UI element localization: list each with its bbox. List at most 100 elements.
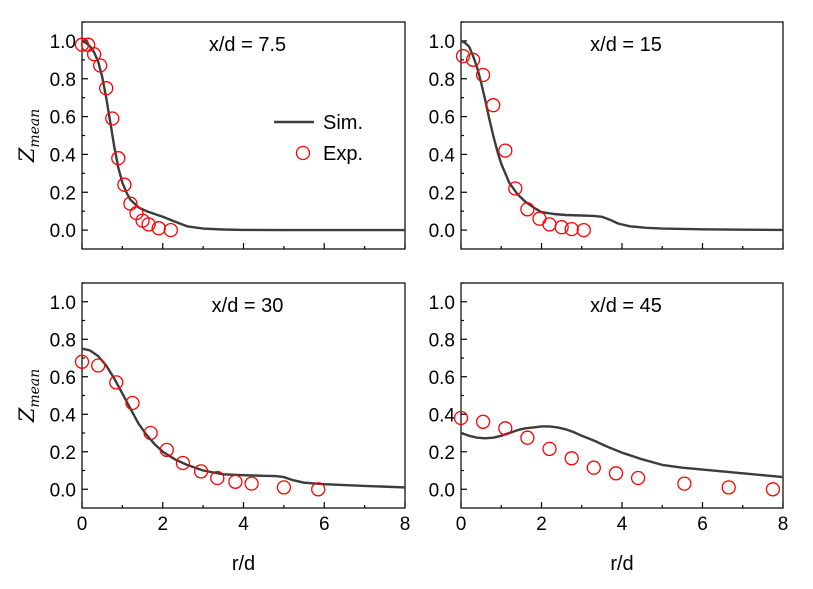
y-tick-label: 1.0 <box>50 293 76 314</box>
plot-frame <box>460 21 784 250</box>
exp-data-point <box>564 451 579 466</box>
x-tick-label: 2 <box>157 514 168 535</box>
exp-data-point <box>276 480 292 495</box>
y-tick-label: 0.2 <box>50 443 76 464</box>
y-axis-title: Zmean <box>15 109 43 164</box>
exp-data-point <box>91 358 106 373</box>
exp-data-point <box>608 466 624 481</box>
y-tick-label: 0.8 <box>429 330 455 351</box>
y-tick-label: 0.4 <box>50 405 77 426</box>
x-tick-label: 4 <box>238 514 249 535</box>
x-tick-label: 2 <box>536 514 547 535</box>
panel-title: x/d = 30 <box>212 295 284 317</box>
exp-data-point <box>159 442 174 458</box>
y-axis-symbol: Z <box>15 407 39 423</box>
exp-data-point <box>141 217 156 232</box>
y-tick-label: 1.0 <box>429 293 455 314</box>
y-axis-subscript: mean <box>27 369 43 408</box>
legend-label-sim: Sim. <box>323 112 363 134</box>
sim-series-line <box>81 39 405 232</box>
exp-data-point <box>228 474 243 489</box>
y-tick-label: 0.0 <box>50 221 76 242</box>
exp-data-point <box>586 460 601 475</box>
exp-data-point <box>520 202 535 217</box>
y-tick-label: 1.0 <box>429 32 455 53</box>
y-tick-label: 0.2 <box>429 443 455 464</box>
exp-data-point <box>498 421 513 436</box>
panel-3: 0.0 0.2 0.4 0.6 0.8 1.0 0 2 4 6 8 r/d Zmean x/d = 30 <box>15 282 411 575</box>
x-tick-label: 0 <box>456 514 467 535</box>
exp-data-point <box>486 98 501 113</box>
exp-data-point <box>453 410 469 426</box>
panel-1: 0.0 0.2 0.4 0.6 0.8 1.0 Zmean x/d = 7.5 Sim. Exp. <box>15 21 406 250</box>
sim-series-line <box>460 425 784 479</box>
exp-data-point <box>93 58 108 73</box>
exp-data-point <box>475 414 491 429</box>
exp-data-point <box>143 425 158 441</box>
y-tick-label: 1.0 <box>50 32 76 53</box>
y-tick-label: 0.6 <box>50 108 76 129</box>
sim-series-line <box>460 39 784 232</box>
exp-data-point <box>111 151 126 166</box>
exp-data-point <box>175 455 191 471</box>
exp-data-point <box>498 143 513 158</box>
exp-data-point <box>86 47 102 62</box>
x-tick-label: 6 <box>697 514 708 535</box>
exp-data-point <box>244 476 259 491</box>
exp-data-point <box>455 48 471 64</box>
exp-data-point <box>125 395 140 411</box>
y-tick-label: 0.4 <box>429 145 456 166</box>
y-tick-label: 0.6 <box>429 368 455 389</box>
exp-data-point <box>564 221 579 237</box>
exp-data-point <box>210 470 225 486</box>
y-tick-label: 0.2 <box>429 183 455 204</box>
exp-data-point <box>542 217 557 232</box>
legend-label-exp: Exp. <box>323 143 363 165</box>
exp-data-point <box>74 354 90 369</box>
y-tick-label: 0.4 <box>429 405 456 426</box>
exp-data-point <box>554 220 569 235</box>
y-tick-label: 0.8 <box>50 330 76 351</box>
panel-2: 0.0 0.2 0.4 0.6 0.8 1.0 x/d = 15 <box>429 21 784 250</box>
y-tick-label: 0.0 <box>429 221 455 242</box>
exp-data-point <box>765 482 781 497</box>
panel-title: x/d = 45 <box>590 295 662 317</box>
y-tick-label: 0.4 <box>50 145 77 166</box>
y-tick-label: 0.2 <box>50 183 76 204</box>
legend: Sim. Exp. <box>274 112 363 165</box>
exp-data-point <box>193 464 209 479</box>
exp-data-point <box>465 52 481 67</box>
y-tick-label: 0.6 <box>429 108 455 129</box>
x-axis-title: r/d <box>610 553 633 575</box>
x-tick-label: 8 <box>778 514 789 535</box>
exp-data-point <box>99 81 114 96</box>
sim-series-line <box>81 347 406 489</box>
exp-data-point <box>721 480 736 495</box>
exp-data-point <box>532 211 547 226</box>
y-tick-label: 0.0 <box>50 480 76 501</box>
y-tick-label: 0.8 <box>429 70 455 91</box>
exp-data-point <box>677 476 692 491</box>
x-tick-label: 6 <box>319 514 330 535</box>
exp-data-point <box>508 181 523 196</box>
exp-data-point <box>311 482 326 497</box>
y-tick-label: 0.8 <box>50 70 76 91</box>
exp-data-point <box>475 67 491 83</box>
y-axis-symbol: Z <box>15 147 39 163</box>
y-axis-title: Zmean <box>15 369 43 424</box>
x-tick-label: 4 <box>617 514 628 535</box>
y-tick-label: 0.0 <box>429 480 455 501</box>
exp-data-point <box>520 430 535 445</box>
exp-data-point <box>109 375 124 390</box>
exp-data-point <box>542 441 557 457</box>
exp-data-point <box>630 470 646 486</box>
exp-data-point <box>576 222 591 238</box>
exp-data-point <box>117 177 132 192</box>
panel-title: x/d = 7.5 <box>209 34 286 56</box>
panel-title: x/d = 15 <box>590 34 662 56</box>
y-tick-label: 0.6 <box>50 368 76 389</box>
x-tick-label: 8 <box>400 514 411 535</box>
exp-data-point <box>74 37 90 52</box>
x-tick-label: 0 <box>77 514 88 535</box>
